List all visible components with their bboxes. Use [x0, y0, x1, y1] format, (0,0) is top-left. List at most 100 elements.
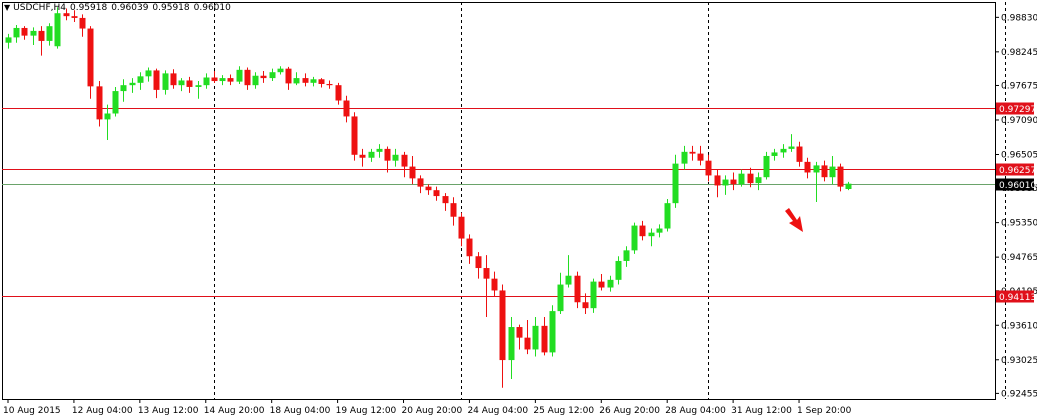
bear-candle [450, 203, 457, 217]
bear-candle [318, 79, 325, 84]
bull-candle [829, 166, 836, 178]
bull-candle [269, 72, 276, 79]
x-tick-label: 1 Sep 20:00 [797, 406, 852, 416]
level-price-badge-2 [996, 290, 1034, 303]
bear-candle [475, 256, 482, 269]
x-tick-label: 24 Aug 04:00 [467, 406, 528, 416]
bull-candle [623, 250, 630, 261]
bull-candle [129, 82, 136, 86]
bull-candle [5, 37, 12, 43]
level-price-badge-0 [996, 102, 1034, 115]
bear-candle [524, 337, 531, 350]
bear-candle [705, 160, 712, 176]
bear-candle [639, 225, 646, 237]
bear-candle [747, 173, 754, 184]
x-tick-label: 12 Aug 04:00 [72, 406, 133, 416]
chart-header: ▼ USDCHF,H4 0.95918 0.96039 0.95918 0.96010 [4, 3, 231, 13]
bear-candle [714, 175, 721, 186]
level-price-label-0: 0.97297 [999, 105, 1036, 115]
chart-title: USDCHF,H4 [13, 3, 66, 13]
bear-candle [211, 77, 218, 82]
bear-candle [351, 116, 358, 155]
y-tick-label: 0.97090 [1001, 116, 1037, 126]
bull-candle [648, 232, 655, 237]
bear-candle [285, 68, 292, 84]
bull-candle [681, 151, 688, 164]
bull-candle [112, 91, 119, 114]
bull-candle [664, 203, 671, 229]
bear-candle [38, 30, 45, 41]
symbol-dropdown-icon[interactable]: ▼ [4, 3, 11, 12]
bear-candle [730, 179, 737, 185]
bear-candle [499, 290, 506, 361]
bear-candle [483, 268, 490, 279]
bear-candle [186, 80, 193, 87]
bull-candle [46, 26, 53, 41]
quote-open: 0.95918 [69, 3, 108, 13]
bear-candle [302, 78, 309, 83]
bear-candle [433, 190, 440, 197]
quote-close: 0.96010 [193, 3, 231, 13]
y-tick-label: 0.94765 [1001, 253, 1037, 263]
bull-candle [565, 275, 572, 285]
bull-candle [771, 152, 778, 156]
x-tick-label: 19 Aug 12:00 [336, 406, 397, 416]
bull-candle [590, 281, 597, 309]
bear-candle [401, 154, 408, 167]
x-tick-label: 28 Aug 04:00 [665, 406, 726, 416]
bull-candle [277, 68, 284, 73]
bull-candle [631, 225, 638, 251]
bull-candle [162, 73, 169, 90]
bull-candle [532, 325, 539, 350]
bull-candle [195, 85, 202, 87]
bull-candle [656, 228, 663, 233]
bull-candle [293, 78, 300, 84]
bear-candle [96, 86, 103, 120]
bull-candle [13, 27, 20, 38]
bull-candle [845, 183, 852, 189]
bull-candle [310, 79, 317, 83]
y-tick-label: 0.93025 [1001, 356, 1037, 366]
x-tick-label: 26 Aug 20:00 [599, 406, 660, 416]
bear-candle [425, 186, 432, 191]
x-tick-label: 31 Aug 12:00 [731, 406, 792, 416]
level-price-label-1: 0.96257 [999, 166, 1036, 176]
bull-candle [120, 85, 127, 92]
bear-candle [821, 165, 828, 178]
bull-candle [219, 78, 226, 82]
bear-candle [582, 302, 589, 309]
bear-candle [244, 69, 251, 86]
bear-candle [21, 27, 28, 36]
bull-candle [549, 311, 556, 353]
bear-candle [359, 154, 366, 158]
y-tick-label: 0.92455 [1001, 389, 1037, 399]
bull-candle [376, 148, 383, 152]
bull-candle [178, 80, 185, 86]
bear-candle [689, 151, 696, 154]
bull-candle [137, 76, 144, 83]
bull-candle [722, 179, 729, 186]
x-tick-label: 14 Aug 20:00 [204, 406, 265, 416]
level-price-badge-1 [996, 163, 1034, 176]
bull-candle [236, 69, 243, 82]
x-tick-label: 25 Aug 12:00 [533, 406, 594, 416]
bull-candle [145, 70, 152, 77]
bear-candle [409, 166, 416, 179]
bull-candle [392, 154, 399, 161]
bear-candle [227, 78, 234, 82]
bear-candle [343, 100, 350, 117]
x-tick-label: 18 Aug 04:00 [270, 406, 331, 416]
bear-candle [574, 275, 581, 303]
bear-candle [87, 28, 94, 87]
bear-candle [63, 13, 70, 17]
bear-candle [153, 70, 160, 90]
bull-candle [54, 13, 61, 47]
x-tick-label: 13 Aug 12:00 [138, 406, 199, 416]
bear-candle [458, 216, 465, 239]
bear-candle [71, 16, 78, 18]
bull-candle [557, 284, 564, 312]
bear-candle [442, 196, 449, 204]
y-tick-label: 0.96505 [1001, 150, 1037, 160]
